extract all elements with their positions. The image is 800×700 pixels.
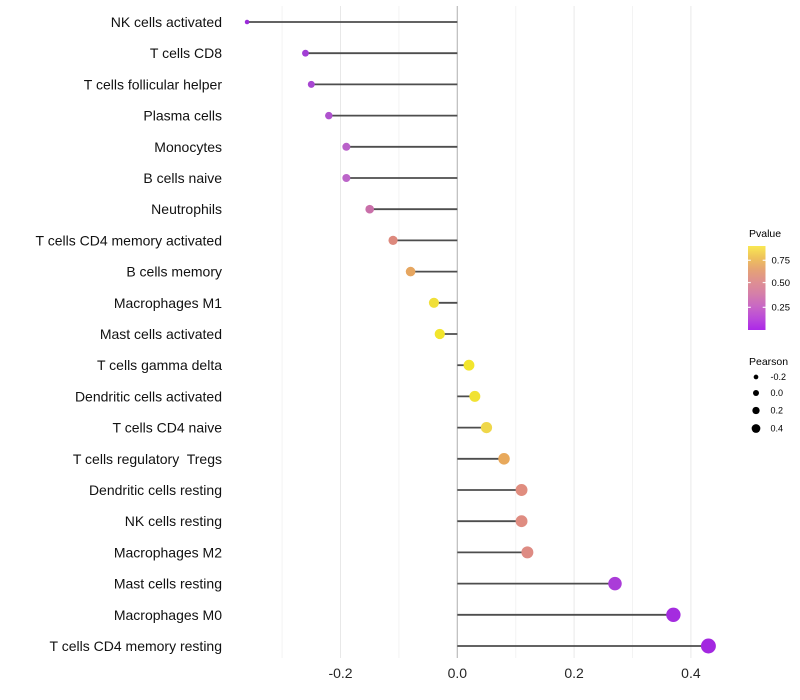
- lollipop-dot: [700, 638, 716, 654]
- x-axis-tick-label: 0.2: [564, 665, 584, 681]
- y-axis-label: Macrophages M1: [114, 295, 222, 311]
- y-axis-label: Dendritic cells activated: [75, 388, 222, 404]
- lollipop-dot: [434, 328, 445, 340]
- lollipop-dot: [244, 19, 250, 25]
- y-axis-label: Neutrophils: [151, 201, 222, 217]
- colorbar-tick-mark: [748, 259, 751, 261]
- y-axis-label: NK cells activated: [111, 14, 222, 30]
- y-axis-label: T cells CD4 memory resting: [50, 638, 222, 654]
- y-axis-label: T cells regulatory Tregs: [73, 451, 222, 467]
- lollipop-dot: [480, 422, 493, 434]
- y-axis-label: Macrophages M2: [114, 544, 222, 560]
- x-axis-tick-label: 0.0: [448, 665, 468, 681]
- y-axis-label: T cells gamma delta: [97, 357, 222, 373]
- pearson-legend-dot: [751, 424, 761, 433]
- y-axis-label: Dendritic cells resting: [89, 482, 222, 498]
- y-axis-label: NK cells resting: [125, 513, 222, 529]
- y-axis-label: T cells CD4 naive: [113, 420, 223, 436]
- x-axis-tick-label: -0.2: [328, 665, 352, 681]
- pearson-legend-dot: [753, 374, 759, 380]
- lollipop-dot: [498, 453, 510, 465]
- colorbar-tick-mark: [748, 306, 751, 308]
- pvalue-tick-label: 0.75: [772, 256, 791, 267]
- y-axis-label: T cells follicular helper: [84, 76, 223, 92]
- lollipop-dot: [325, 111, 333, 120]
- x-axis-tick-label: 0.4: [681, 665, 701, 681]
- pearson-legend-label: 0.0: [771, 388, 784, 398]
- pvalue-legend-title: Pvalue: [749, 228, 781, 240]
- lollipop-dot: [342, 142, 351, 151]
- y-axis-label: Mast cells activated: [100, 326, 222, 342]
- lollipop-dot: [342, 174, 351, 182]
- lollipop-dot: [365, 204, 375, 214]
- pvalue-tick-label: 0.25: [772, 303, 791, 314]
- lollipop-dot: [521, 546, 534, 559]
- y-axis-label: Macrophages M0: [114, 607, 222, 623]
- lollipop-dot: [608, 576, 622, 591]
- y-axis-label: B cells naive: [143, 170, 222, 186]
- lollipop-dot: [463, 359, 475, 371]
- colorbar-tick-mark: [762, 306, 766, 308]
- lollipop-dot: [388, 235, 398, 245]
- colorbar-tick-mark: [762, 281, 766, 284]
- lollipop-dot: [515, 484, 528, 496]
- y-axis-label: Plasma cells: [143, 108, 222, 124]
- y-axis-label: Monocytes: [154, 139, 222, 155]
- y-axis-label: B cells memory: [126, 264, 222, 280]
- lollipop-dot: [302, 49, 309, 57]
- pearson-legend-dot: [752, 406, 760, 415]
- colorbar-tick-mark: [748, 281, 751, 284]
- pearson-legend-label: 0.2: [771, 406, 784, 416]
- lollipop-dot: [515, 515, 528, 528]
- lollipop-dot: [469, 390, 481, 402]
- pvalue-colorbar: [748, 246, 766, 330]
- pvalue-tick-label: 0.50: [772, 278, 791, 289]
- colorbar-tick-mark: [762, 259, 766, 261]
- lollipop-dot: [428, 297, 439, 308]
- lollipop-dot: [405, 266, 416, 277]
- y-axis-label: T cells CD4 memory activated: [36, 232, 222, 248]
- lollipop-dot: [666, 607, 681, 622]
- y-axis-label: Mast cells resting: [114, 576, 222, 592]
- y-axis-label: T cells CD8: [150, 45, 222, 61]
- pearson-legend-label: -0.2: [771, 372, 787, 382]
- pearson-legend-label: 0.4: [771, 424, 784, 434]
- pearson-legend-dot: [753, 390, 759, 396]
- pearson-legend-title: Pearson: [749, 356, 788, 368]
- lollipop-dot: [307, 80, 315, 88]
